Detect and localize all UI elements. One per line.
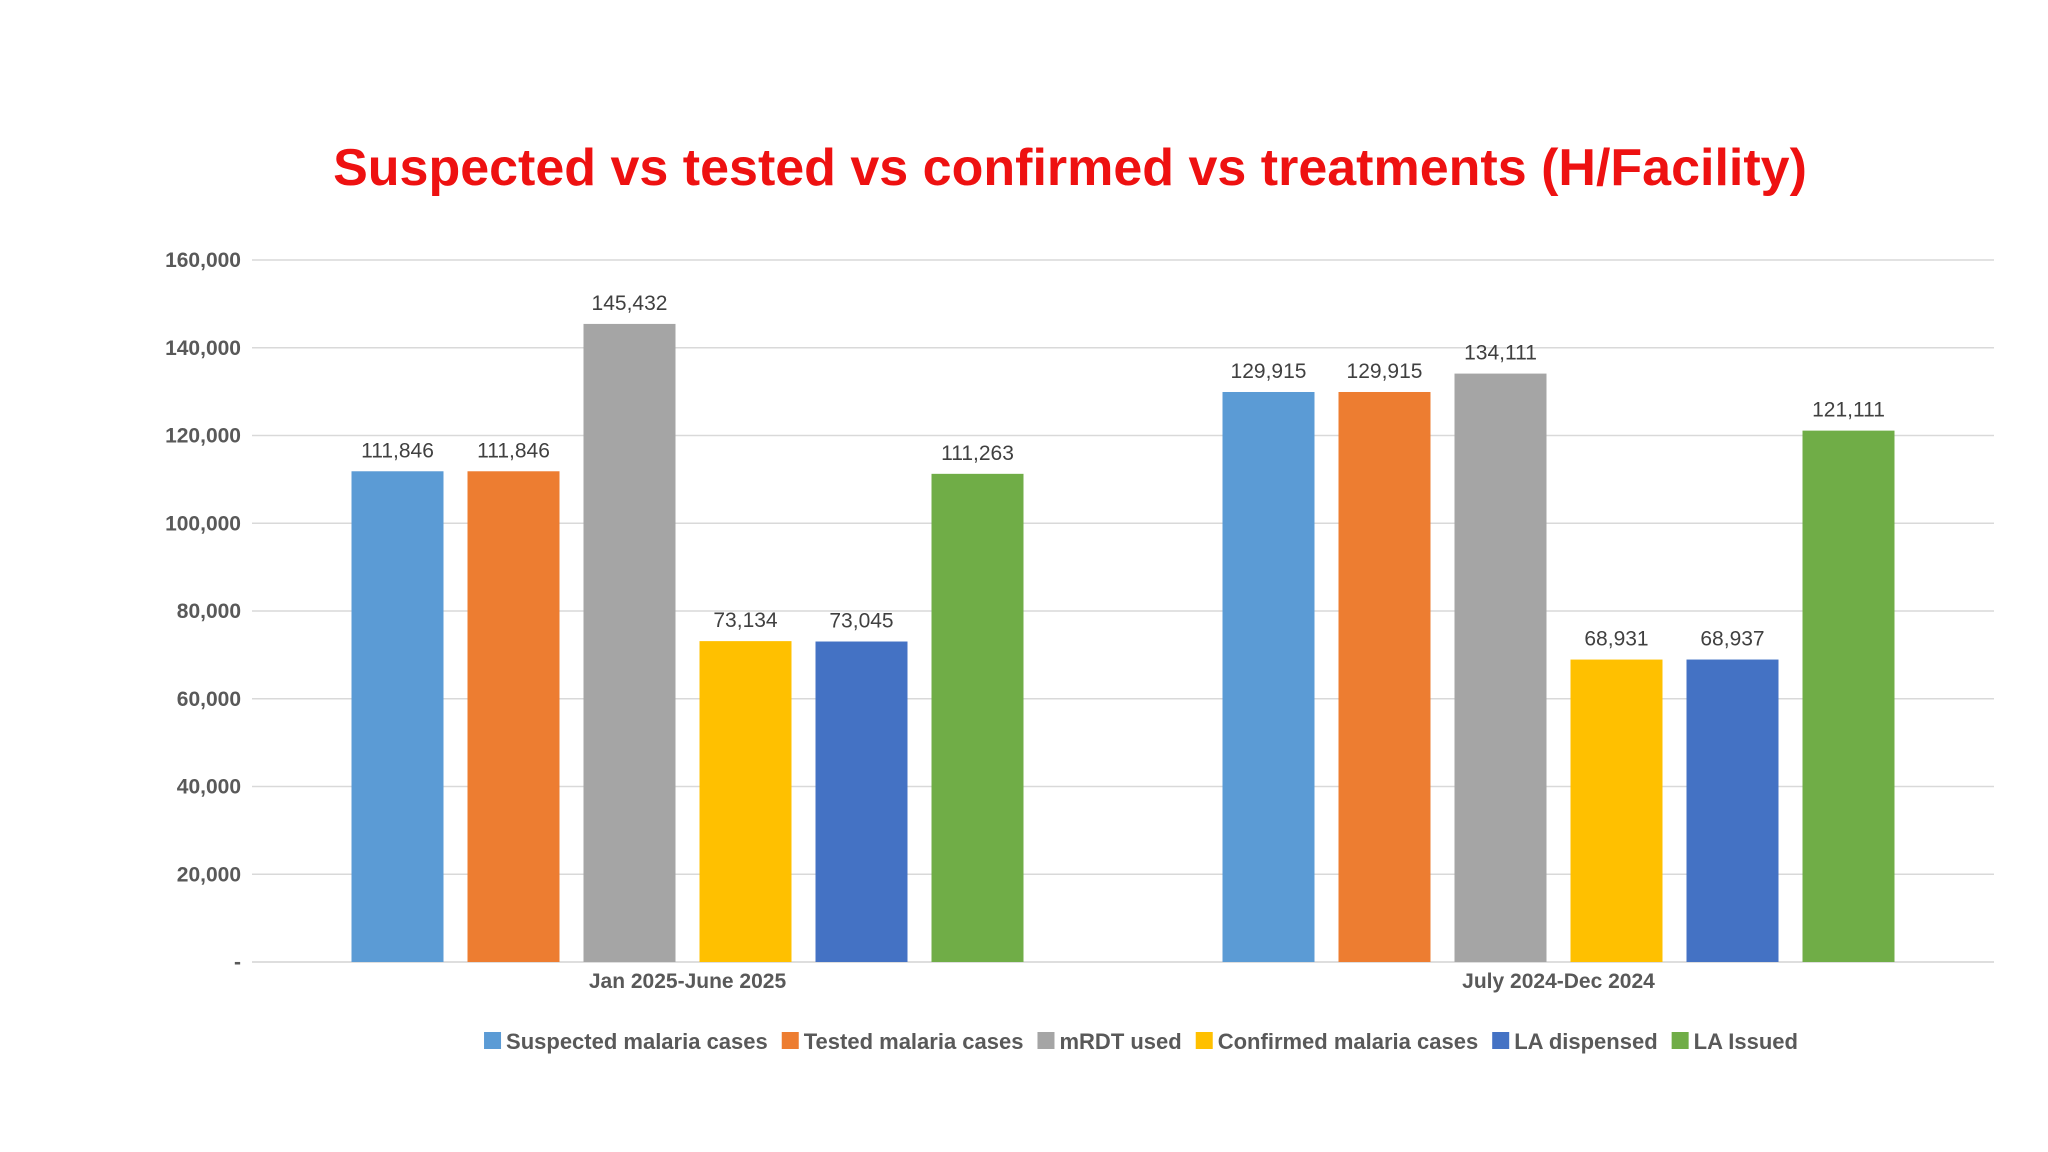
legend-item: Suspected malaria cases bbox=[484, 1029, 768, 1054]
bar bbox=[1686, 659, 1779, 962]
data-label: 129,915 bbox=[1231, 360, 1307, 383]
x-axis-categories: Jan 2025-June 2025 July 2024-Dec 2024 bbox=[589, 970, 1655, 993]
bar bbox=[815, 641, 908, 962]
data-label: 145,432 bbox=[592, 292, 668, 315]
y-tick-label: 140,000 bbox=[165, 337, 241, 360]
data-label: 111,846 bbox=[477, 439, 550, 462]
y-tick-label: 60,000 bbox=[177, 688, 241, 711]
legend-label: mRDT used bbox=[1059, 1029, 1181, 1054]
x-category-label: Jan 2025-June 2025 bbox=[589, 970, 787, 993]
legend-swatch bbox=[1671, 1032, 1689, 1049]
data-label: 134,111 bbox=[1464, 342, 1537, 365]
bar bbox=[1338, 391, 1431, 962]
data-label: 111,846 bbox=[361, 439, 434, 462]
bars bbox=[351, 323, 1895, 962]
bar bbox=[351, 471, 444, 962]
chart-title: Suspected vs tested vs confirmed vs trea… bbox=[333, 139, 1807, 197]
y-tick-label: 20,000 bbox=[177, 863, 241, 886]
legend-label: Suspected malaria cases bbox=[506, 1029, 768, 1054]
bar bbox=[1570, 659, 1663, 962]
legend-item: Confirmed malaria cases bbox=[1195, 1029, 1478, 1054]
legend-label: LA Issued bbox=[1694, 1029, 1798, 1054]
bar bbox=[467, 471, 560, 962]
y-tick-label: 40,000 bbox=[177, 776, 241, 799]
legend-item: LA dispensed bbox=[1492, 1029, 1658, 1054]
legend-swatch bbox=[1492, 1032, 1510, 1049]
legend-label: Tested malaria cases bbox=[804, 1029, 1024, 1054]
bar bbox=[699, 641, 792, 962]
data-labels: 111,846 111,846 145,432 73,134 73,045 111,263… bbox=[361, 292, 1885, 651]
data-label: 68,931 bbox=[1584, 628, 1648, 651]
bar bbox=[1222, 391, 1315, 962]
legend-swatch bbox=[1195, 1032, 1213, 1049]
bar bbox=[931, 473, 1024, 962]
legend-label: Confirmed malaria cases bbox=[1218, 1029, 1478, 1054]
legend-item: mRDT used bbox=[1037, 1029, 1182, 1054]
data-label: 129,915 bbox=[1347, 360, 1423, 383]
data-label: 73,045 bbox=[829, 610, 893, 633]
data-label: 73,134 bbox=[713, 609, 778, 632]
data-label: 111,263 bbox=[941, 442, 1014, 465]
y-tick-label: 80,000 bbox=[177, 600, 241, 623]
data-label: 68,937 bbox=[1700, 628, 1764, 651]
legend-item: Tested malaria cases bbox=[781, 1029, 1024, 1054]
y-tick-label: 160,000 bbox=[165, 249, 241, 272]
x-category-label: July 2024-Dec 2024 bbox=[1462, 970, 1655, 993]
legend: Suspected malaria cases Tested malaria ca… bbox=[484, 1029, 1798, 1054]
legend-swatch bbox=[484, 1032, 502, 1049]
legend-swatch bbox=[781, 1032, 799, 1049]
bar bbox=[1802, 430, 1895, 962]
bar bbox=[1454, 373, 1547, 962]
legend-item: LA Issued bbox=[1671, 1029, 1798, 1054]
legend-label: LA dispensed bbox=[1514, 1029, 1657, 1054]
y-tick-label: - bbox=[234, 951, 241, 974]
y-tick-label: 120,000 bbox=[165, 425, 241, 448]
y-tick-label: 100,000 bbox=[165, 512, 241, 535]
bar bbox=[583, 323, 676, 962]
y-axis-ticks: - 20,000 40,000 60,000 80,000 100,000 120,000 1… bbox=[165, 249, 241, 974]
data-label: 121,111 bbox=[1812, 399, 1885, 422]
legend-swatch bbox=[1037, 1032, 1055, 1049]
